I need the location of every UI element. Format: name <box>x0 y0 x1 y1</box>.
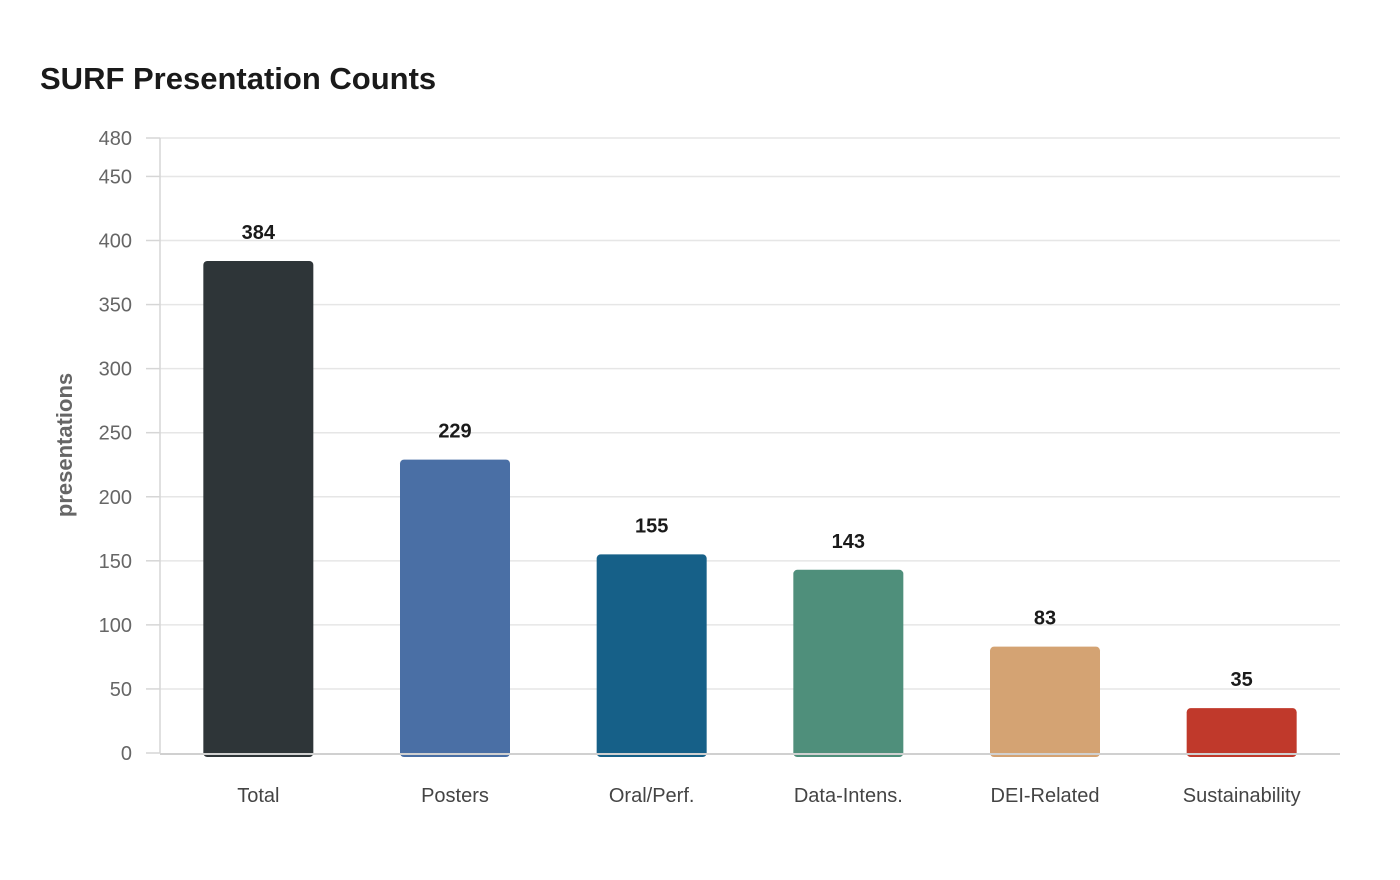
data-label: 35 <box>1231 669 1253 691</box>
data-label: 83 <box>1034 608 1056 630</box>
y-tick-label: 350 <box>99 295 132 317</box>
bar-posters[interactable] <box>400 459 510 757</box>
x-tick-label: Total <box>237 785 279 807</box>
x-tick-label: Oral/Perf. <box>609 785 695 807</box>
axes: 0 50 100 150 200 250 300 350 400 450 480 <box>99 128 161 765</box>
bar-oral-perf[interactable] <box>596 554 707 757</box>
bars <box>203 261 1297 757</box>
bar-total[interactable] <box>203 261 314 757</box>
x-tick-label: DEI-Related <box>991 785 1100 807</box>
data-label: 384 <box>242 222 276 244</box>
data-label: 155 <box>635 515 668 537</box>
gridlines <box>160 137 1340 690</box>
y-tick-label: 450 <box>99 166 132 188</box>
y-axis-title: presentations <box>52 373 77 517</box>
x-tick-label: Sustainability <box>1183 785 1301 807</box>
y-tick-label: 0 <box>121 743 132 765</box>
y-tick-label: 150 <box>99 551 132 573</box>
bar-dei-related[interactable] <box>990 646 1100 757</box>
y-tick-label: 480 <box>99 128 132 150</box>
chart-title: SURF Presentation Counts <box>40 61 437 96</box>
bar-sustainability[interactable] <box>1186 708 1297 757</box>
x-tick-label: Posters <box>421 785 489 807</box>
data-label: 229 <box>438 421 471 443</box>
y-tick-label: 50 <box>110 679 132 701</box>
bar-data-intens[interactable] <box>793 569 904 757</box>
data-label: 143 <box>832 531 865 553</box>
y-tick-label: 250 <box>99 423 132 445</box>
y-tick-label: 400 <box>99 231 132 253</box>
y-tick-label: 200 <box>99 487 132 509</box>
x-tick-label: Data-Intens. <box>794 785 903 807</box>
y-tick-label: 100 <box>99 615 132 637</box>
labels: 384 Total 229 Posters 155 Oral/Perf. 143 Data-I… <box>237 222 1300 807</box>
y-tick-label: 300 <box>99 359 132 381</box>
